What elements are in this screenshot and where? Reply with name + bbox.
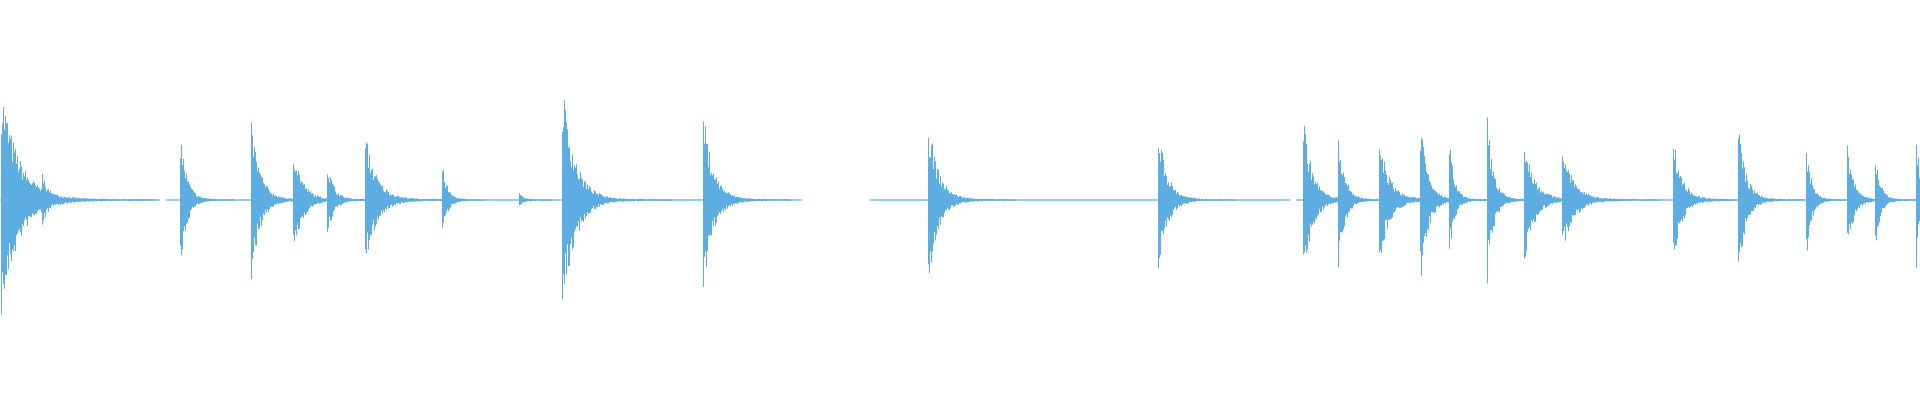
waveform-transient (1, 106, 155, 315)
waveform-transient (1847, 145, 1902, 235)
waveform-transient (1806, 153, 1850, 251)
waveform-transient (703, 121, 791, 287)
waveform-transient (442, 170, 486, 228)
waveform-transient (928, 137, 1016, 273)
waveform-transient (180, 144, 235, 256)
waveform-transient (1916, 144, 1920, 268)
waveform-transient (1449, 150, 1493, 249)
waveform-transient (562, 100, 672, 299)
waveform-transient (42, 174, 108, 225)
waveform-transient (1158, 148, 1235, 269)
waveform-transient (519, 193, 552, 206)
waveform-transient (1562, 156, 1661, 241)
waveform-transient (1738, 134, 1804, 262)
waveform-transient (1875, 165, 1919, 241)
